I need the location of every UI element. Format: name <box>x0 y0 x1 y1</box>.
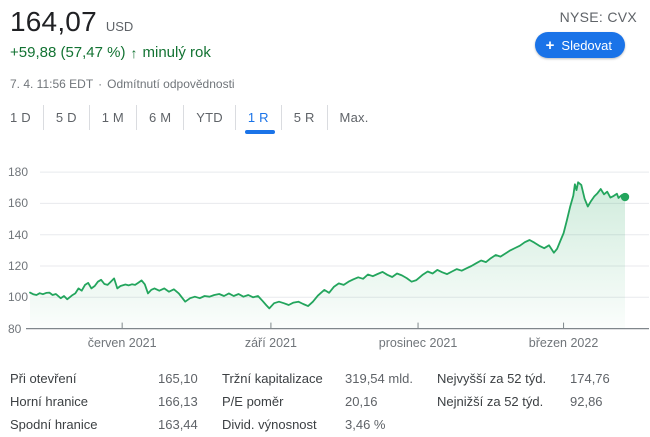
currency-code: USD <box>105 19 134 34</box>
stat-label: Divid. výnosnost <box>222 417 317 432</box>
stat-value: 165,10 <box>158 371 198 386</box>
stat-value: 20,16 <box>345 394 378 409</box>
price-change-period: minulý rok <box>142 44 211 61</box>
stats-column-3: Nejvyšší za 52 týd. 174,76 Nejnižší za 52 … <box>437 363 650 437</box>
price-chart[interactable]: 180 160 140 120 100 80 červen 2021 září 2021 pro… <box>0 150 650 360</box>
stats-row: Spodní hranice 163,44 <box>10 413 222 436</box>
quote-meta-line: 7. 4. 11:56 EDT · Odmítnutí odpovědnosti <box>10 77 235 91</box>
stat-value: 163,44 <box>158 417 198 432</box>
stat-label: Horní hranice <box>10 394 89 409</box>
range-tab-ytd[interactable]: YTD <box>183 105 235 130</box>
stats-row: Horní hranice 166,13 <box>10 390 222 413</box>
follow-button[interactable]: + Sledovat <box>534 32 625 58</box>
disclaimer-link[interactable]: Odmítnutí odpovědnosti <box>107 77 235 91</box>
range-tab-max[interactable]: Max. <box>326 105 381 130</box>
stat-value: 319,54 mld. <box>345 371 413 386</box>
meta-separator-dot: · <box>98 77 103 91</box>
stats-column-2: Tržní kapitalizace 319,54 mld. P/E poměr 20… <box>222 363 427 437</box>
up-arrow-icon: ↑ <box>130 44 138 61</box>
y-axis-label: 80 <box>8 321 22 336</box>
x-axis-label: prosinec 2021 <box>378 336 458 350</box>
y-axis-label: 160 <box>8 196 29 211</box>
exchange-ticker: NYSE: CVX <box>559 9 637 25</box>
plus-icon: + <box>545 36 555 54</box>
last-price-dot <box>620 192 630 202</box>
stat-label: Tržní kapitalizace <box>222 371 323 386</box>
key-stats-table: Při otevření 165,10 Horní hranice 166,13 Spo… <box>0 363 650 437</box>
x-axis-label: červen 2021 <box>87 336 157 350</box>
x-axis-label: září 2021 <box>244 336 297 350</box>
stat-value: 92,86 <box>570 394 603 409</box>
stats-row: Při otevření 165,10 <box>10 367 222 390</box>
stats-row: Tržní kapitalizace 319,54 mld. <box>222 367 427 390</box>
price-change-line: +59,88 (57,47 %) ↑ minulý rok <box>10 44 211 61</box>
y-axis-label: 100 <box>8 290 29 305</box>
y-axis-label: 180 <box>8 165 29 180</box>
stats-row: Nejvyšší za 52 týd. 174,76 <box>437 367 650 390</box>
y-axis-label: 120 <box>8 259 29 273</box>
stat-label: Nejnižší za 52 týd. <box>437 394 544 409</box>
y-axis-label: 140 <box>8 227 29 242</box>
current-price: 164,07 <box>10 6 97 37</box>
stats-row: Nejnižší za 52 týd. 92,86 <box>437 390 650 413</box>
stats-row: Divid. výnosnost 3,46 % <box>222 413 427 436</box>
follow-button-label: Sledovat <box>561 37 612 53</box>
stat-label: Spodní hranice <box>10 417 98 432</box>
stats-row: P/E poměr 20,16 <box>222 390 427 413</box>
range-tab-6m[interactable]: 6 M <box>135 105 183 130</box>
price-change-value: +59,88 (57,47 %) <box>10 44 126 61</box>
range-tab-5d[interactable]: 5 D <box>42 105 89 130</box>
price-chart-canvas[interactable] <box>0 150 650 345</box>
stat-value: 174,76 <box>570 371 610 386</box>
price-row: 164,07 USD <box>10 6 133 38</box>
range-tab-5r[interactable]: 5 R <box>280 105 327 130</box>
x-axis-label: březen 2022 <box>528 336 599 350</box>
stat-label: Nejvyšší za 52 týd. <box>437 371 547 386</box>
stat-label: Při otevření <box>10 371 77 386</box>
stat-value: 3,46 % <box>345 417 386 432</box>
range-tab-1m[interactable]: 1 M <box>88 105 136 130</box>
stat-value: 166,13 <box>158 394 198 409</box>
stats-column-1: Při otevření 165,10 Horní hranice 166,13 Spo… <box>10 363 222 437</box>
quote-timestamp: 7. 4. 11:56 EDT <box>10 77 94 91</box>
stat-label: P/E poměr <box>222 394 284 409</box>
range-tab-1r[interactable]: 1 R <box>234 105 281 134</box>
range-tab-1d[interactable]: 1 D <box>10 110 31 125</box>
